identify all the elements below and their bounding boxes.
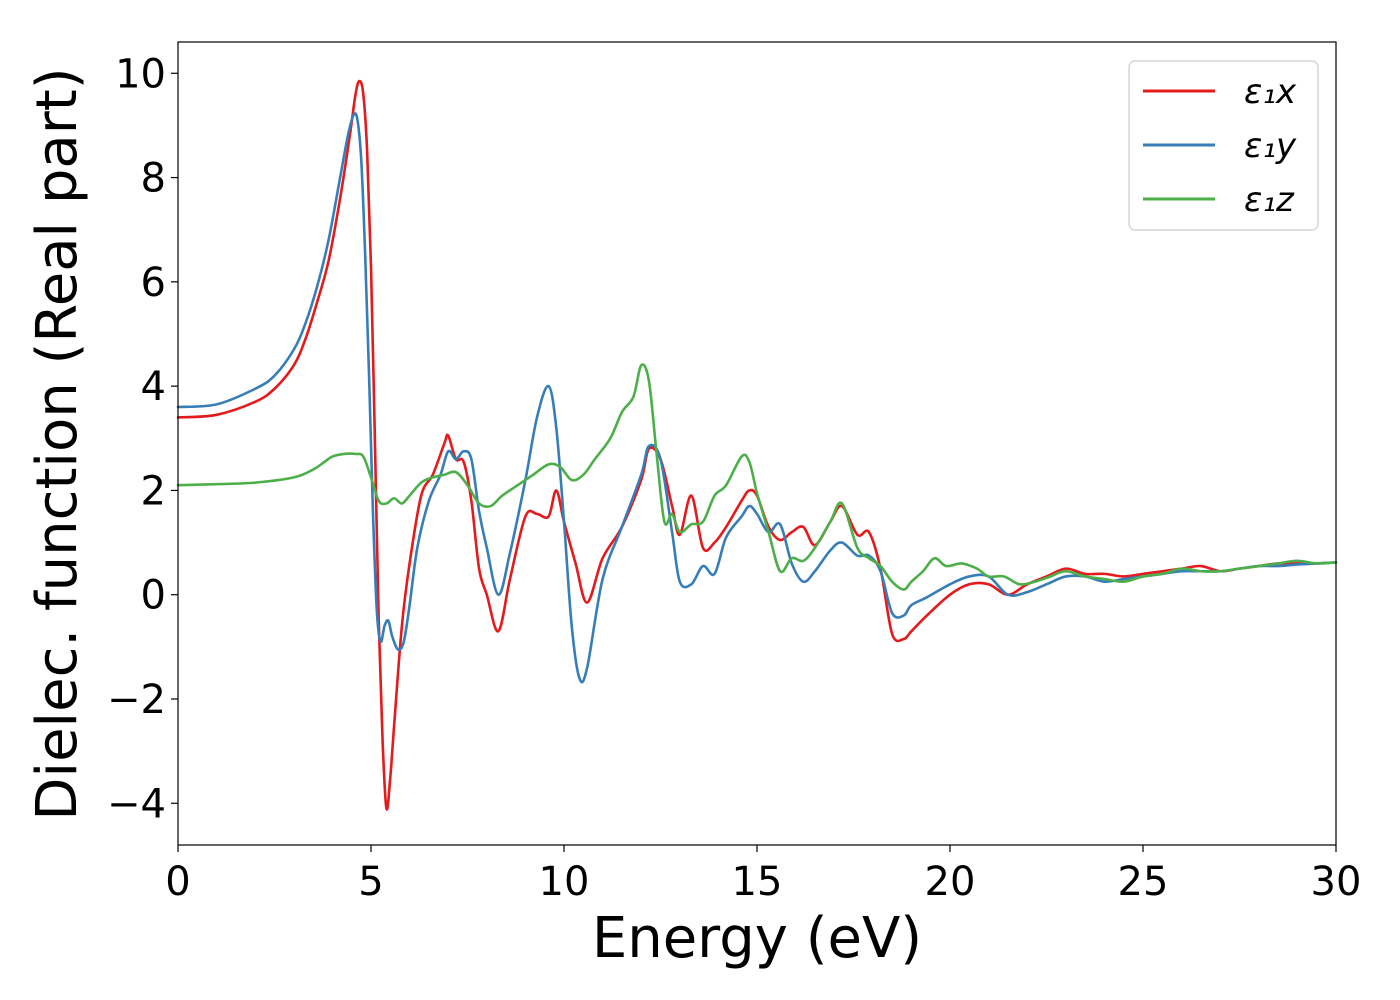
x-tick-label: 20 (925, 859, 976, 905)
x-tick-label: 5 (358, 859, 383, 905)
legend-label-0: ε₁x (1244, 72, 1297, 112)
y-axis-ticks: −4 −2 0 2 4 6 8 10 (107, 51, 178, 827)
legend-label-2: ε₁z (1244, 180, 1295, 220)
x-tick-label: 25 (1118, 859, 1169, 905)
series-group (176, 79, 1338, 811)
y-tick-label: 2 (141, 468, 166, 514)
x-tick-label: 15 (732, 859, 783, 905)
y-axis-label: Dielec. function (Real part) (25, 67, 90, 820)
x-tick-label: 30 (1311, 859, 1362, 905)
legend-box (1128, 60, 1319, 231)
series-line-2 (176, 363, 1338, 591)
y-tick-label: −2 (107, 677, 166, 723)
y-tick-label: 6 (141, 260, 166, 306)
y-tick-label: 4 (141, 364, 166, 410)
legend: ε₁x ε₁y ε₁z (1128, 60, 1319, 231)
y-tick-label: 0 (141, 573, 166, 619)
legend-label-1: ε₁y (1244, 126, 1297, 166)
x-tick-label: 10 (539, 859, 590, 905)
x-axis-label: Energy (eV) (592, 906, 922, 971)
y-tick-label: 8 (141, 156, 166, 202)
x-axis-ticks: 0 5 10 15 20 25 30 (165, 845, 1361, 905)
x-tick-label: 0 (165, 859, 190, 905)
y-tick-label: −4 (107, 781, 166, 827)
y-tick-label: 10 (115, 51, 166, 97)
